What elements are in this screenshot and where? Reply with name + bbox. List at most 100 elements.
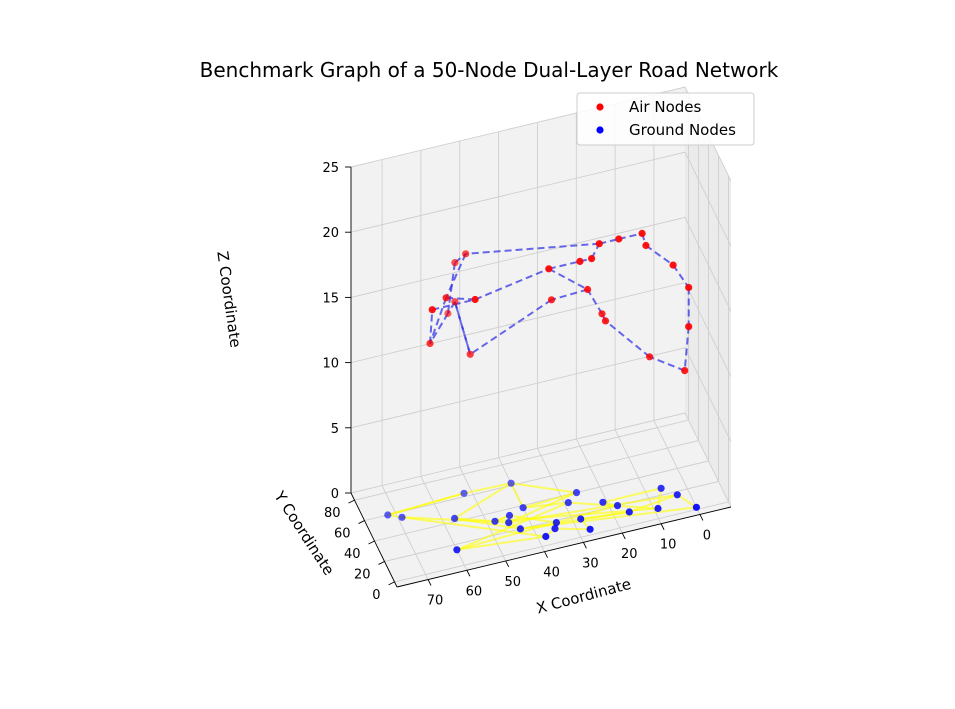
- y-tick-mark: [358, 520, 365, 524]
- air-node: [471, 295, 479, 304]
- network-nodes: [384, 229, 701, 554]
- x-tick-label: 50: [504, 575, 521, 590]
- air-node: [466, 350, 474, 358]
- y-tick-mark: [388, 581, 395, 586]
- ground-node: [572, 489, 581, 497]
- x-tick-label: 60: [466, 584, 483, 599]
- air-node: [685, 323, 693, 331]
- tick-marks: [345, 166, 704, 586]
- ground-edge: [676, 493, 697, 509]
- z-gridline: [350, 151, 732, 247]
- air-edge: [548, 267, 589, 291]
- ground-edge: [401, 516, 546, 538]
- air-node: [638, 229, 646, 237]
- air-node: [615, 235, 623, 243]
- ground-node: [519, 504, 527, 512]
- ground-node: [577, 515, 585, 523]
- z-gridline: [350, 282, 732, 377]
- air-node: [601, 317, 610, 325]
- air-edge: [672, 264, 690, 289]
- ground-node: [551, 525, 559, 533]
- z-gridline: [350, 347, 732, 442]
- air-edge: [548, 260, 581, 270]
- air-node: [547, 296, 556, 304]
- x-tick-mark: [660, 523, 665, 530]
- ground-node: [451, 514, 459, 523]
- side-wall-pane: [685, 87, 731, 507]
- air-node: [646, 353, 654, 361]
- air-edge: [453, 301, 472, 355]
- x-tick-mark: [583, 542, 587, 549]
- ground-node: [505, 519, 513, 527]
- x-tick-mark: [699, 514, 704, 521]
- y-tick-mark: [378, 561, 385, 565]
- air-node: [545, 265, 553, 273]
- y-tick-mark: [368, 540, 375, 545]
- ground-edge: [454, 482, 512, 520]
- ground-node: [398, 513, 406, 521]
- y-tick-label: 0: [372, 588, 380, 603]
- x-tick-label: 70: [427, 594, 444, 609]
- axis-panes: [351, 87, 731, 587]
- y-tick-label: 40: [344, 547, 361, 562]
- air-node: [685, 283, 693, 292]
- air-node: [584, 285, 592, 294]
- air-edge: [649, 355, 686, 372]
- air-edge: [429, 297, 448, 344]
- x-axis-line: [396, 506, 732, 588]
- legend-air-marker: [596, 103, 604, 111]
- air-node: [462, 250, 470, 258]
- ground-edge: [602, 487, 662, 504]
- axis-lines: [350, 167, 732, 588]
- ground-node: [507, 479, 515, 487]
- x-tick-label: 20: [621, 547, 638, 562]
- ground-node: [613, 502, 622, 510]
- y-tick-label: 20: [354, 567, 371, 582]
- ground-node: [564, 499, 572, 507]
- ground-edge: [520, 511, 630, 530]
- air-edge: [429, 312, 449, 345]
- legend-box: [576, 92, 755, 146]
- legend: Air Nodes Ground Nodes: [576, 92, 755, 146]
- x-tick-label: 0: [703, 528, 711, 543]
- z-gridline: [350, 412, 732, 508]
- ground-node: [657, 484, 665, 492]
- air-edge: [586, 288, 603, 315]
- z-axis-label: Z Coordinate: [213, 250, 244, 349]
- ground-node: [460, 489, 468, 497]
- z-tick-label: 10: [322, 357, 339, 372]
- air-node: [595, 240, 603, 248]
- x-axis-label: X Coordinate: [534, 575, 633, 618]
- x-tick-mark: [466, 570, 471, 577]
- ground-node: [384, 511, 392, 519]
- ground-node: [586, 525, 594, 533]
- ground-node: [491, 517, 499, 525]
- y-axis-line: [350, 492, 398, 588]
- air-node: [669, 261, 677, 269]
- air-edge: [429, 309, 434, 344]
- ground-edge: [510, 482, 577, 494]
- y-axis-label: Y Coordinate: [270, 487, 338, 578]
- air-node: [642, 241, 650, 250]
- floor-pane: [351, 413, 731, 587]
- gridlines: [350, 86, 732, 583]
- ground-node: [654, 504, 662, 513]
- legend-air-label: Air Nodes: [629, 98, 702, 116]
- air-edge: [551, 288, 588, 301]
- ground-edge: [456, 535, 546, 551]
- air-edge: [446, 296, 476, 301]
- ground-edge: [510, 482, 524, 509]
- y-tick-label: 60: [334, 527, 351, 542]
- ground-edge: [554, 527, 591, 531]
- air-edge: [645, 244, 674, 266]
- chart-title: Benchmark Graph of a 50-Node Dual-Layer …: [200, 58, 779, 82]
- z-tick-label: 25: [322, 161, 339, 176]
- legend-ground-label: Ground Nodes: [629, 121, 736, 139]
- air-node: [442, 294, 450, 302]
- z-tick-label: 15: [322, 291, 339, 306]
- x-tick-mark: [505, 560, 510, 568]
- ground-node: [599, 498, 607, 506]
- back-wall-pane: [351, 87, 685, 493]
- air-edge: [469, 298, 553, 356]
